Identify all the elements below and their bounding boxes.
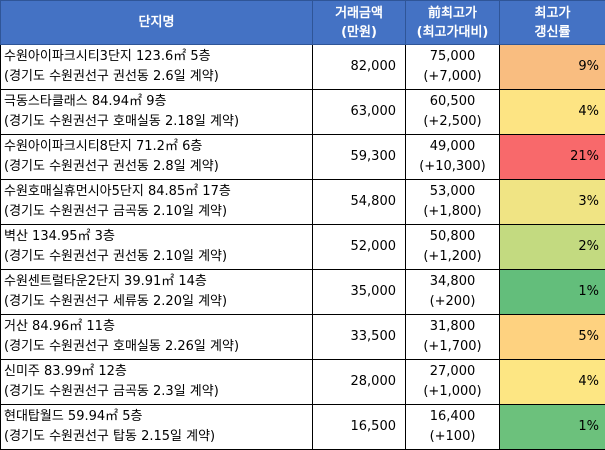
header-rate: 최고가 갱신률: [500, 1, 605, 45]
contract-detail: (경기도 수원권선구 금곡동 2.10일 계약): [4, 202, 312, 222]
contract-detail: (경기도 수원권선구 권선동 2.6일 계약): [4, 67, 312, 87]
complex-name-cell: 수원호매실휴먼시아5단지 84.85㎡ 17층 (경기도 수원권선구 금곡동 2…: [1, 180, 313, 225]
header-prev-line1: 前최고가: [406, 4, 499, 23]
contract-detail: (경기도 수원권선구 세류동 2.20일 계약): [4, 292, 312, 312]
prev-high-cell: 31,800 (+1,700): [406, 315, 500, 360]
prev-high-price: 31,800: [406, 317, 499, 337]
prev-high-price: 75,000: [406, 47, 499, 67]
price-difference: (+1,200): [406, 247, 499, 267]
header-rate-line2: 갱신률: [500, 23, 605, 42]
table-row: 거산 84.96㎡ 11층 (경기도 수원권선구 호매실동 2.26일 계약) …: [1, 315, 605, 360]
complex-name-cell: 벽산 134.95㎡ 3층 (경기도 수원권선구 권선동 2.10일 계약): [1, 225, 313, 270]
table-row: 수원아이파크시티3단지 123.6㎡ 5층 (경기도 수원권선구 권선동 2.6…: [1, 45, 605, 90]
contract-detail: (경기도 수원권선구 권선동 2.10일 계약): [4, 247, 312, 267]
header-prev-high: 前최고가 (최고가대비): [406, 1, 500, 45]
renewal-rate: 1%: [500, 270, 605, 315]
header-row: 단지명 거래금액 (만원) 前최고가 (최고가대비) 최고가 갱신률: [1, 1, 605, 45]
prev-high-cell: 34,800 (+200): [406, 270, 500, 315]
prev-high-price: 53,000: [406, 182, 499, 202]
price-difference: (+7,000): [406, 67, 499, 87]
renewal-rate: 4%: [500, 90, 605, 135]
complex-name-cell: 극동스타클래스 84.94㎡ 9층 (경기도 수원권선구 호매실동 2.18일 …: [1, 90, 313, 135]
price-difference: (+2,500): [406, 112, 499, 132]
prev-high-price: 27,000: [406, 362, 499, 382]
prev-high-price: 50,800: [406, 227, 499, 247]
trade-amount: 63,000: [313, 90, 406, 135]
price-difference: (+100): [406, 427, 499, 447]
renewal-rate: 9%: [500, 45, 605, 90]
contract-detail: (경기도 수원권선구 호매실동 2.26일 계약): [4, 337, 312, 357]
prev-high-price: 60,500: [406, 92, 499, 112]
price-difference: (+1,800): [406, 202, 499, 222]
prev-high-price: 34,800: [406, 272, 499, 292]
complex-name: 수원아이파크시티8단지 71.2㎡ 6층: [4, 137, 312, 157]
price-difference: (+1,000): [406, 382, 499, 402]
header-prev-line2: (최고가대비): [406, 23, 499, 42]
header-amount-line2: (만원): [313, 23, 405, 42]
contract-detail: (경기도 수원권선구 탑동 2.15일 계약): [4, 427, 312, 447]
prev-high-price: 49,000: [406, 137, 499, 157]
header-rate-line1: 최고가: [500, 4, 605, 23]
trade-amount: 54,800: [313, 180, 406, 225]
renewal-rate: 4%: [500, 360, 605, 405]
trade-amount: 52,000: [313, 225, 406, 270]
table-row: 벽산 134.95㎡ 3층 (경기도 수원권선구 권선동 2.10일 계약) 5…: [1, 225, 605, 270]
table-row: 수원호매실휴먼시아5단지 84.85㎡ 17층 (경기도 수원권선구 금곡동 2…: [1, 180, 605, 225]
trade-amount: 28,000: [313, 360, 406, 405]
complex-name-cell: 신미주 83.99㎡ 12층 (경기도 수원권선구 금곡동 2.3일 계약): [1, 360, 313, 405]
price-difference: (+1,700): [406, 337, 499, 357]
complex-name: 극동스타클래스 84.94㎡ 9층: [4, 92, 312, 112]
trade-amount: 59,300: [313, 135, 406, 180]
prev-high-cell: 75,000 (+7,000): [406, 45, 500, 90]
contract-detail: (경기도 수원권선구 권선동 2.8일 계약): [4, 157, 312, 177]
complex-name-cell: 수원센트럴타운2단지 39.91㎡ 14층 (경기도 수원권선구 세류동 2.2…: [1, 270, 313, 315]
complex-name: 벽산 134.95㎡ 3층: [4, 227, 312, 247]
complex-name: 수원호매실휴먼시아5단지 84.85㎡ 17층: [4, 182, 312, 202]
complex-name-cell: 거산 84.96㎡ 11층 (경기도 수원권선구 호매실동 2.26일 계약): [1, 315, 313, 360]
complex-name: 수원아이파크시티3단지 123.6㎡ 5층: [4, 47, 312, 67]
renewal-rate: 2%: [500, 225, 605, 270]
prev-high-cell: 27,000 (+1,000): [406, 360, 500, 405]
renewal-rate: 3%: [500, 180, 605, 225]
price-difference: (+10,300): [406, 157, 499, 177]
contract-detail: (경기도 수원권선구 호매실동 2.18일 계약): [4, 112, 312, 132]
header-amount-line1: 거래금액: [313, 4, 405, 23]
complex-name-cell: 수원아이파크시티8단지 71.2㎡ 6층 (경기도 수원권선구 권선동 2.8일…: [1, 135, 313, 180]
trade-amount: 33,500: [313, 315, 406, 360]
prev-high-cell: 53,000 (+1,800): [406, 180, 500, 225]
complex-name: 현대탑월드 59.94㎡ 5층: [4, 407, 312, 427]
table-row: 수원센트럴타운2단지 39.91㎡ 14층 (경기도 수원권선구 세류동 2.2…: [1, 270, 605, 315]
complex-name: 수원센트럴타운2단지 39.91㎡ 14층: [4, 272, 312, 292]
complex-name-cell: 수원아이파크시티3단지 123.6㎡ 5층 (경기도 수원권선구 권선동 2.6…: [1, 45, 313, 90]
prev-high-price: 16,400: [406, 407, 499, 427]
header-amount: 거래금액 (만원): [313, 1, 406, 45]
contract-detail: (경기도 수원권선구 금곡동 2.3일 계약): [4, 382, 312, 402]
complex-name: 거산 84.96㎡ 11층: [4, 317, 312, 337]
table-row: 극동스타클래스 84.94㎡ 9층 (경기도 수원권선구 호매실동 2.18일 …: [1, 90, 605, 135]
trade-amount: 35,000: [313, 270, 406, 315]
complex-name: 신미주 83.99㎡ 12층: [4, 362, 312, 382]
prev-high-cell: 50,800 (+1,200): [406, 225, 500, 270]
header-name-label: 단지명: [139, 15, 175, 30]
header-name: 단지명: [1, 1, 313, 45]
trade-amount: 82,000: [313, 45, 406, 90]
renewal-rate: 5%: [500, 315, 605, 360]
table-row: 수원아이파크시티8단지 71.2㎡ 6층 (경기도 수원권선구 권선동 2.8일…: [1, 135, 605, 180]
prev-high-cell: 60,500 (+2,500): [406, 90, 500, 135]
price-difference: (+200): [406, 292, 499, 312]
renewal-rate: 21%: [500, 135, 605, 180]
table-row: 신미주 83.99㎡ 12층 (경기도 수원권선구 금곡동 2.3일 계약) 2…: [1, 360, 605, 405]
prev-high-cell: 49,000 (+10,300): [406, 135, 500, 180]
